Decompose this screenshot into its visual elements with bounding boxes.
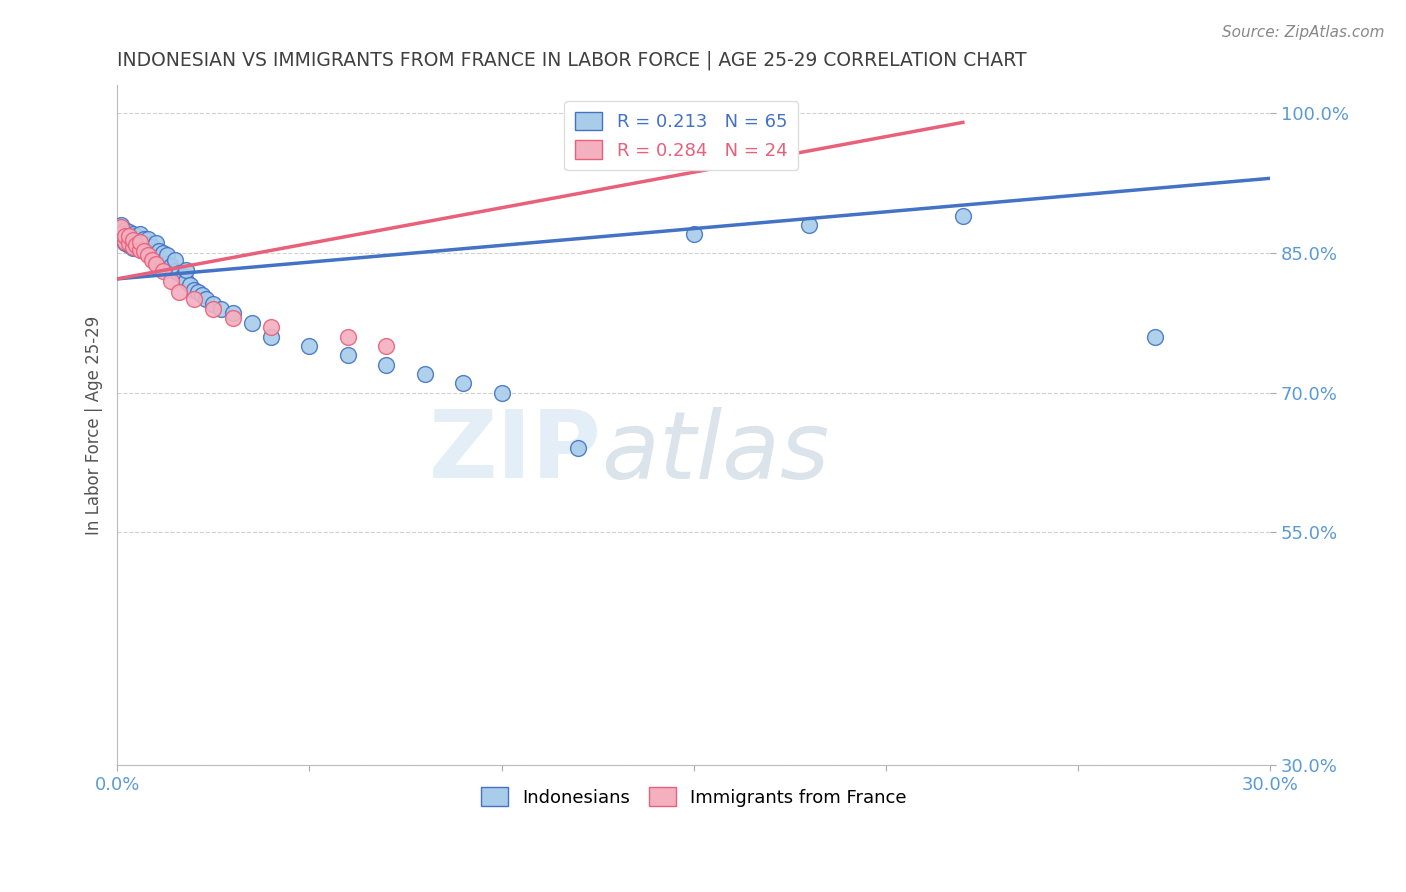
Point: [179, 278, 201, 293]
Point: [114, 227, 136, 242]
Point: [190, 287, 212, 301]
Point: [375, 339, 398, 353]
Point: [132, 238, 155, 252]
Text: Source: ZipAtlas.com: Source: ZipAtlas.com: [1222, 25, 1385, 40]
Point: [121, 235, 143, 249]
Point: [132, 244, 155, 258]
Point: [129, 235, 152, 249]
Point: [163, 264, 186, 278]
Point: [118, 229, 141, 244]
Text: atlas: atlas: [602, 407, 830, 498]
Point: [145, 244, 167, 258]
Point: [336, 329, 359, 343]
Point: [176, 262, 198, 277]
Point: [145, 236, 167, 251]
Legend: Indonesians, Immigrants from France: Indonesians, Immigrants from France: [474, 780, 914, 814]
Point: [121, 233, 143, 247]
Point: [114, 235, 136, 249]
Text: ZIP: ZIP: [429, 407, 602, 499]
Point: [129, 227, 152, 242]
Point: [118, 225, 141, 239]
Point: [152, 255, 174, 269]
Point: [114, 229, 136, 244]
Point: [451, 376, 474, 391]
Point: [125, 238, 148, 252]
Y-axis label: In Labor Force | Age 25-29: In Labor Force | Age 25-29: [86, 316, 103, 535]
Text: INDONESIAN VS IMMIGRANTS FROM FRANCE IN LABOR FORCE | AGE 25-29 CORRELATION CHAR: INDONESIAN VS IMMIGRANTS FROM FRANCE IN …: [117, 51, 1026, 70]
Point: [129, 243, 152, 257]
Point: [183, 283, 205, 297]
Point: [797, 218, 820, 232]
Point: [121, 227, 143, 242]
Point: [194, 293, 217, 307]
Point: [156, 248, 179, 262]
Point: [167, 266, 190, 280]
Point: [110, 227, 132, 242]
Point: [152, 245, 174, 260]
Point: [118, 232, 141, 246]
Point: [163, 253, 186, 268]
Point: [118, 236, 141, 251]
Point: [413, 367, 436, 381]
Point: [152, 264, 174, 278]
Point: [114, 235, 136, 249]
Point: [114, 222, 136, 236]
Point: [125, 235, 148, 249]
Point: [187, 285, 209, 299]
Point: [118, 229, 141, 244]
Point: [121, 240, 143, 254]
Point: [132, 244, 155, 258]
Point: [136, 238, 159, 252]
Point: [682, 227, 704, 242]
Point: [221, 306, 243, 320]
Point: [298, 339, 321, 353]
Point: [375, 358, 398, 372]
Point: [110, 225, 132, 239]
Point: [167, 285, 190, 299]
Point: [209, 301, 232, 316]
Point: [118, 238, 141, 252]
Point: [129, 241, 152, 255]
Point: [136, 248, 159, 262]
Point: [183, 293, 205, 307]
Point: [145, 257, 167, 271]
Point: [110, 218, 132, 232]
Point: [125, 229, 148, 244]
Point: [121, 241, 143, 255]
Point: [176, 274, 198, 288]
Point: [136, 245, 159, 260]
Point: [1144, 329, 1167, 343]
Point: [221, 311, 243, 326]
Point: [491, 385, 513, 400]
Point: [240, 316, 263, 330]
Point: [160, 259, 183, 273]
Point: [129, 235, 152, 249]
Point: [202, 297, 225, 311]
Point: [148, 251, 170, 265]
Point: [260, 329, 283, 343]
Point: [567, 442, 589, 456]
Point: [336, 348, 359, 362]
Point: [125, 240, 148, 254]
Point: [136, 232, 159, 246]
Point: [952, 209, 974, 223]
Point: [141, 253, 163, 268]
Point: [148, 244, 170, 258]
Point: [141, 248, 163, 262]
Point: [260, 320, 283, 334]
Point: [110, 219, 132, 234]
Point: [132, 232, 155, 246]
Point: [145, 251, 167, 265]
Point: [114, 236, 136, 251]
Point: [118, 236, 141, 251]
Point: [141, 240, 163, 254]
Point: [202, 301, 225, 316]
Point: [156, 257, 179, 271]
Point: [160, 274, 183, 288]
Point: [172, 269, 194, 284]
